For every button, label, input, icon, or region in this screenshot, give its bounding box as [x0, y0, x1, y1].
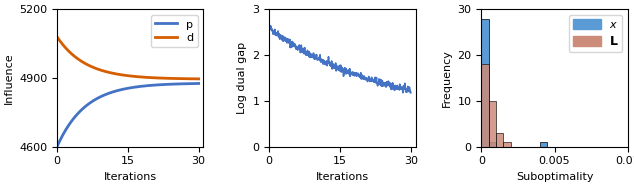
X-axis label: Iterations: Iterations	[316, 172, 369, 182]
Legend: x, L: x, L	[569, 15, 622, 52]
Y-axis label: Frequency: Frequency	[442, 49, 452, 107]
Bar	[503, 142, 510, 147]
Bar	[489, 142, 496, 147]
Bar	[496, 133, 503, 147]
Y-axis label: Log dual gap: Log dual gap	[237, 42, 247, 114]
Bar	[489, 101, 496, 147]
X-axis label: Iterations: Iterations	[103, 172, 157, 182]
Bar	[540, 142, 547, 147]
Legend: p, d: p, d	[151, 15, 198, 47]
Bar	[481, 19, 489, 147]
Bar	[481, 64, 489, 147]
X-axis label: Suboptimality: Suboptimality	[515, 172, 593, 182]
Y-axis label: Influence: Influence	[4, 52, 13, 104]
